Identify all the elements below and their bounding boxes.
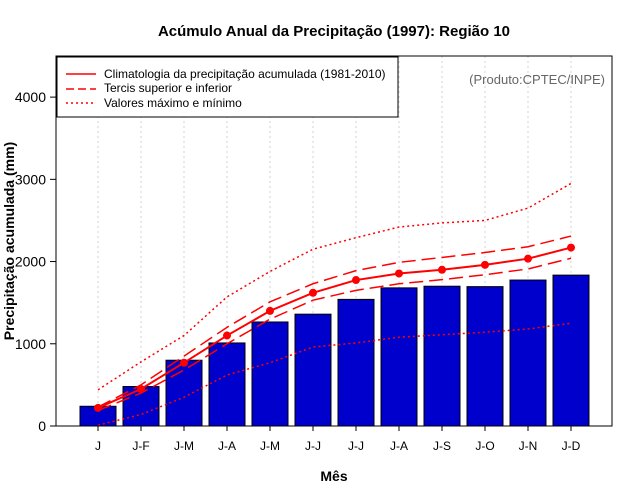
legend: Climatologia da precipitação acumulada (… [56, 56, 399, 118]
credit-text: (Produto:CPTEC/INPE) [469, 72, 605, 87]
series-line-dotted-min [97, 322, 572, 426]
bar [552, 274, 590, 427]
climatology-point [481, 260, 489, 269]
x-tick-label: J-A [390, 439, 408, 453]
climatology-point [395, 269, 403, 278]
climatology-point [567, 243, 575, 252]
x-tick-label: J-A [218, 439, 236, 453]
x-tick-label: J-J [305, 439, 321, 453]
series-line-dashed-lower [97, 257, 572, 412]
climatology-point [266, 306, 274, 315]
bar-group [79, 274, 590, 427]
climatology-point [309, 288, 317, 297]
x-tick-label: J-F [132, 439, 149, 453]
bar [509, 279, 547, 427]
bar [423, 285, 461, 427]
climatology-point [137, 385, 145, 393]
legend-label-extremes: Valores máximo e mínimo [104, 96, 242, 110]
legend-label-tercile: Tercis superior e inferior [104, 81, 232, 95]
line-group [94, 182, 575, 426]
climatology-point [223, 331, 231, 340]
climatology-point [352, 276, 360, 285]
x-tick-label: J-O [475, 439, 494, 453]
climatology-point [524, 254, 532, 263]
grid-lines [97, 56, 572, 426]
series-line-dashed-upper [97, 235, 572, 408]
plot-frame [55, 55, 613, 427]
bar [251, 321, 289, 427]
x-tick-label: J-N [519, 439, 538, 453]
y-tick-label: 3000 [15, 171, 46, 187]
bar [208, 342, 246, 427]
x-axis-ticks: J J-F J-M J-A J-M J-J J-J J-A J-S J-O J-N J-D [95, 426, 581, 453]
chart-title: Acúmulo Anual da Precipitação (1997): Re… [158, 23, 510, 40]
y-tick-label: 1000 [15, 336, 46, 352]
x-tick-label: J-D [562, 439, 581, 453]
x-tick-label: J-S [433, 439, 451, 453]
bar [380, 287, 418, 427]
bar [294, 313, 332, 427]
climatology-point [180, 358, 188, 367]
x-tick-label: J-J [348, 439, 364, 453]
y-tick-label: 2000 [15, 254, 46, 270]
x-axis-label: Mês [320, 468, 347, 484]
y-tick-label: 4000 [15, 89, 46, 105]
y-tick-label: 0 [38, 418, 46, 434]
bar [337, 298, 375, 427]
x-tick-label: J-M [260, 439, 280, 453]
series-line-solid [97, 246, 572, 409]
bar [466, 286, 504, 427]
series-line-dotted-max [97, 182, 572, 391]
legend-box [56, 56, 399, 118]
x-tick-label: J [95, 439, 101, 453]
y-axis-label: Precipitação acumulada (mm) [1, 142, 17, 340]
y-axis-ticks: 0 1000 2000 3000 4000 [15, 89, 56, 434]
x-tick-label: J-M [174, 439, 194, 453]
legend-label-climatology: Climatologia da precipitação acumulada (… [104, 67, 386, 81]
climatology-point [438, 265, 446, 274]
